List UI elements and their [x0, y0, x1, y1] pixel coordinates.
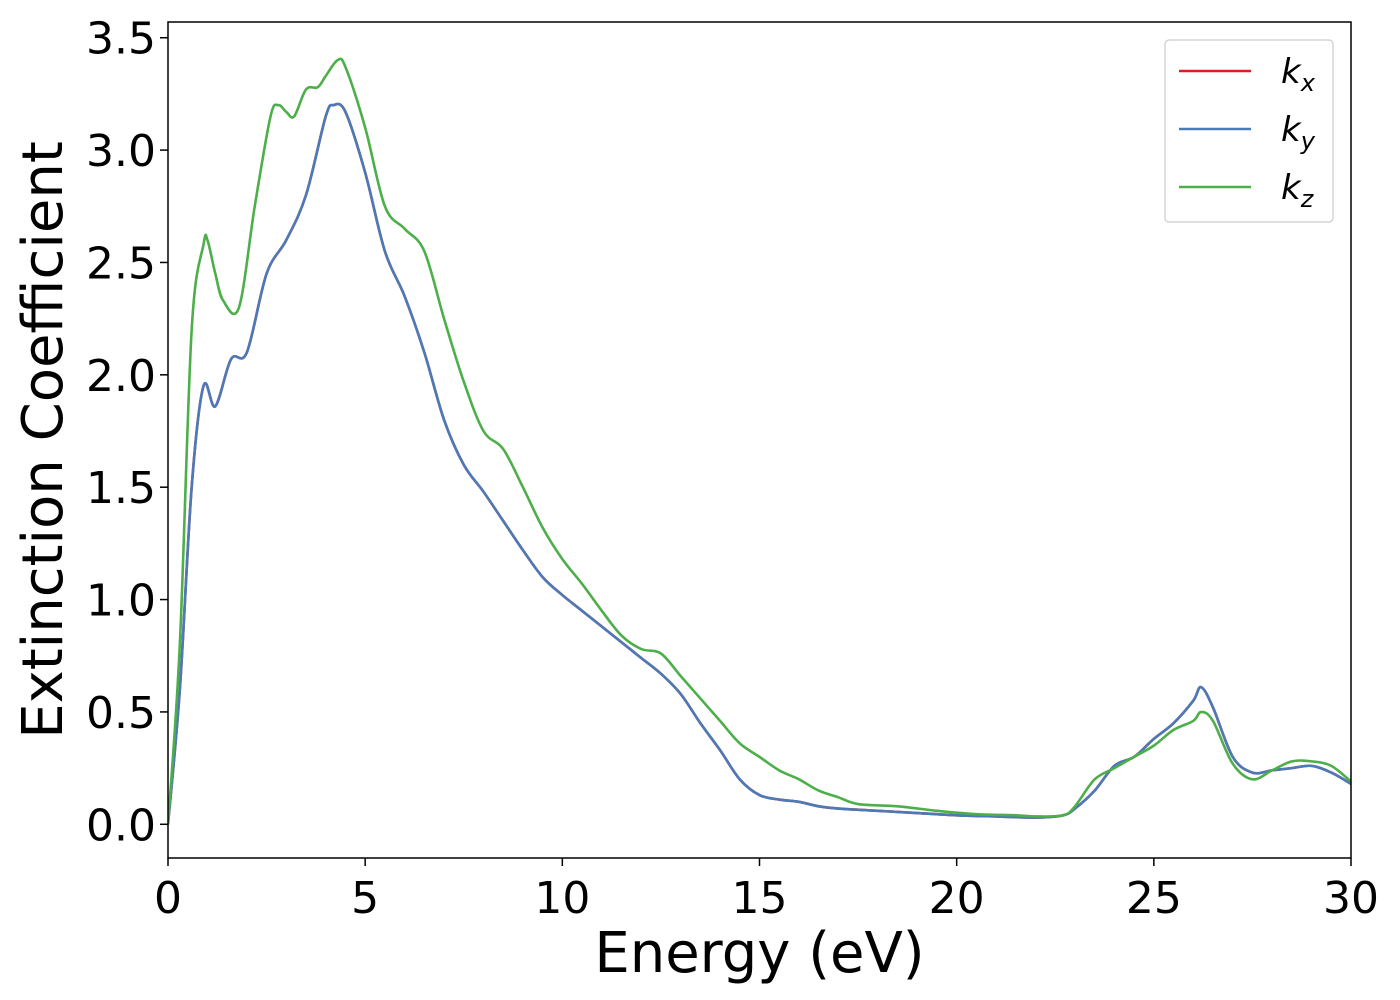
x-tick-label: 0 [154, 873, 182, 924]
series-line-kz [168, 57, 1351, 825]
legend-label: kx [1281, 52, 1316, 97]
legend-item-kz: kz [1179, 168, 1315, 213]
x-tick-label: 5 [351, 873, 379, 924]
y-tick-label: 0.0 [86, 800, 156, 851]
legend-label: ky [1281, 110, 1316, 155]
y-tick-label: 1.5 [86, 463, 156, 514]
y-tick-label: 3.0 [86, 126, 156, 177]
y-tick-label: 2.5 [86, 238, 156, 289]
x-tick-label: 10 [534, 873, 590, 924]
x-tick-label: 25 [1126, 873, 1182, 924]
x-tick-label: 15 [732, 873, 788, 924]
y-tick-label: 2.0 [86, 351, 156, 402]
y-tick-label: 0.5 [86, 688, 156, 739]
legend-label: kz [1281, 168, 1315, 213]
x-axis: 0 5 10 15 20 25 30 [154, 858, 1379, 924]
x-tick-label: 20 [929, 873, 985, 924]
legend-box [1164, 39, 1334, 223]
y-axis: 0.0 0.5 1.0 1.5 2.0 2.5 3.0 3.5 [86, 14, 168, 851]
y-tick-label: 1.0 [86, 576, 156, 627]
x-axis-title: Energy (eV) [594, 921, 924, 986]
series-line-ky [168, 102, 1351, 825]
legend-item-kx: kx [1179, 52, 1316, 97]
x-tick-label: 30 [1323, 873, 1379, 924]
series-layer [168, 57, 1351, 825]
y-axis-title: Extinction Coefficient [11, 141, 76, 739]
y-tick-label: 3.5 [86, 14, 156, 65]
legend: kx ky kz [1164, 39, 1334, 223]
legend-item-ky: ky [1179, 110, 1316, 155]
